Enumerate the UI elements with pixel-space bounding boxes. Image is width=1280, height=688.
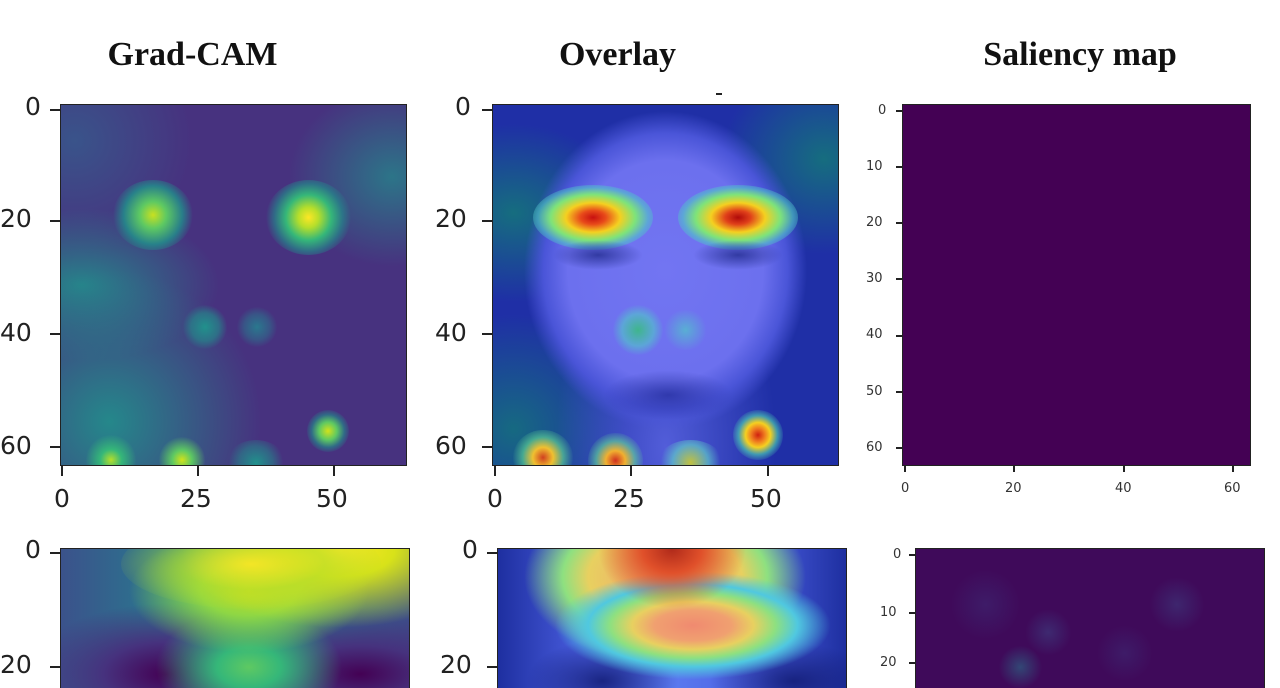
saliency-r1-ytick-0: 0: [878, 103, 887, 118]
tick-mark: [50, 109, 60, 111]
hotspot-chin: [307, 410, 349, 452]
overlay-left-eye-hotspot: [533, 185, 653, 250]
saliency-r1-ytick-60: 60: [866, 440, 883, 455]
overlay-mouth-dark: [603, 370, 733, 420]
gradcam-r1-ytick-60: 60: [0, 431, 32, 460]
tick-mark: [197, 466, 199, 476]
saliency-r2-ytick-0: 0: [893, 547, 902, 562]
tick-mark: [50, 333, 60, 335]
tick-mark: [904, 466, 906, 472]
tick-mark: [909, 662, 915, 664]
saliency-r2-ytick-10: 10: [880, 605, 897, 620]
overlay-eyebrow-dark-right: [693, 240, 783, 270]
saliency-heatmap-row1: [902, 104, 1251, 466]
saliency-r1-xtick-20: 20: [1005, 481, 1022, 496]
gradcam-r2-ytick-0: 0: [25, 535, 41, 564]
saliency-r1-ytick-10: 10: [866, 159, 883, 174]
stray-mark: [716, 93, 722, 95]
overlay-eyebrow-dark-left: [553, 240, 643, 270]
overlay-r1-ytick-60: 60: [435, 431, 467, 460]
tick-mark: [50, 446, 60, 448]
tick-mark: [896, 278, 902, 280]
gradcam-r1-ytick-20: 20: [0, 204, 32, 233]
tick-mark: [487, 552, 497, 554]
tick-mark: [487, 666, 497, 668]
saliency-r1-xtick-0: 0: [901, 481, 910, 496]
gradcam-r2-top-band: [121, 549, 381, 609]
tick-mark: [896, 391, 902, 393]
overlay-heatmap-row1: [492, 104, 839, 466]
overlay-bottom-left-hotspot: [513, 430, 573, 465]
tick-mark: [630, 466, 632, 476]
saliency-r1-ytick-40: 40: [866, 327, 883, 342]
tick-mark: [50, 220, 60, 222]
overlay-chin-hotspot: [733, 410, 783, 460]
saliency-r1-xtick-40: 40: [1115, 481, 1132, 496]
overlay-r1-ytick-40: 40: [435, 318, 467, 347]
gradcam-heatmap-row2: [60, 548, 410, 688]
overlay-r1-ytick-0: 0: [455, 92, 471, 121]
tick-mark: [50, 552, 60, 554]
tick-mark: [494, 466, 496, 476]
overlay-r1-ytick-20: 20: [435, 204, 467, 233]
overlay-r1-xtick-0: 0: [487, 484, 503, 513]
saliency-r2-ytick-20: 20: [880, 655, 897, 670]
overlay-nose-right-hotspot: [663, 310, 708, 350]
saliency-r1-ytick-30: 30: [866, 271, 883, 286]
tick-mark: [61, 466, 63, 476]
gradcam-r2-ytick-20: 20: [0, 650, 32, 679]
hotspot-right-eye: [266, 180, 351, 255]
tick-mark: [1123, 466, 1125, 472]
tick-mark: [896, 447, 902, 449]
tick-mark: [909, 612, 915, 614]
overlay-nose-hotspot: [613, 305, 663, 355]
tick-mark: [50, 666, 60, 668]
gradcam-r1-xtick-0: 0: [54, 484, 70, 513]
saliency-r1-ytick-20: 20: [866, 215, 883, 230]
overlay-heatmap-row2: [497, 548, 847, 688]
hotspot-bottom-mid: [159, 437, 205, 465]
overlay-title: Overlay: [558, 36, 677, 73]
gradcam-r1-ytick-40: 40: [0, 318, 32, 347]
overlay-r1-xtick-50: 50: [750, 484, 782, 513]
tick-mark: [482, 446, 492, 448]
tick-mark: [896, 222, 902, 224]
overlay-r1-xtick-25: 25: [613, 484, 645, 513]
tick-mark: [333, 466, 335, 476]
tick-mark: [482, 109, 492, 111]
gradcam-heatmap-row1: [60, 104, 407, 466]
saliency-title: Saliency map: [983, 36, 1177, 73]
tick-mark: [909, 554, 915, 556]
gradcam-title: Grad-CAM: [107, 36, 278, 73]
tick-mark: [482, 220, 492, 222]
gradcam-r1-ytick-0: 0: [25, 92, 41, 121]
overlay-bottom-mid-hotspot: [588, 433, 643, 465]
hotspot-nose-right: [237, 307, 277, 347]
gradcam-r1-xtick-25: 25: [180, 484, 212, 513]
gradcam-r1-xtick-50: 50: [316, 484, 348, 513]
overlay-r2-ytick-0: 0: [462, 535, 478, 564]
overlay-right-eye-hotspot: [678, 185, 798, 250]
tick-mark: [896, 166, 902, 168]
hotspot-left-eye: [113, 180, 193, 250]
tick-mark: [896, 110, 902, 112]
tick-mark: [896, 335, 902, 337]
hotspot-bottom-center: [226, 440, 286, 465]
hotspot-bottom-left: [86, 435, 136, 465]
overlay-bottom-center-hotspot: [658, 440, 723, 465]
tick-mark: [1232, 466, 1234, 472]
tick-mark: [482, 333, 492, 335]
tick-mark: [767, 466, 769, 476]
saliency-r1-xtick-60: 60: [1224, 481, 1241, 496]
saliency-r1-ytick-50: 50: [866, 384, 883, 399]
hotspot-nose-left: [183, 305, 227, 349]
overlay-r2-ytick-20: 20: [440, 650, 472, 679]
tick-mark: [1013, 466, 1015, 472]
saliency-heatmap-row2: [915, 548, 1265, 688]
